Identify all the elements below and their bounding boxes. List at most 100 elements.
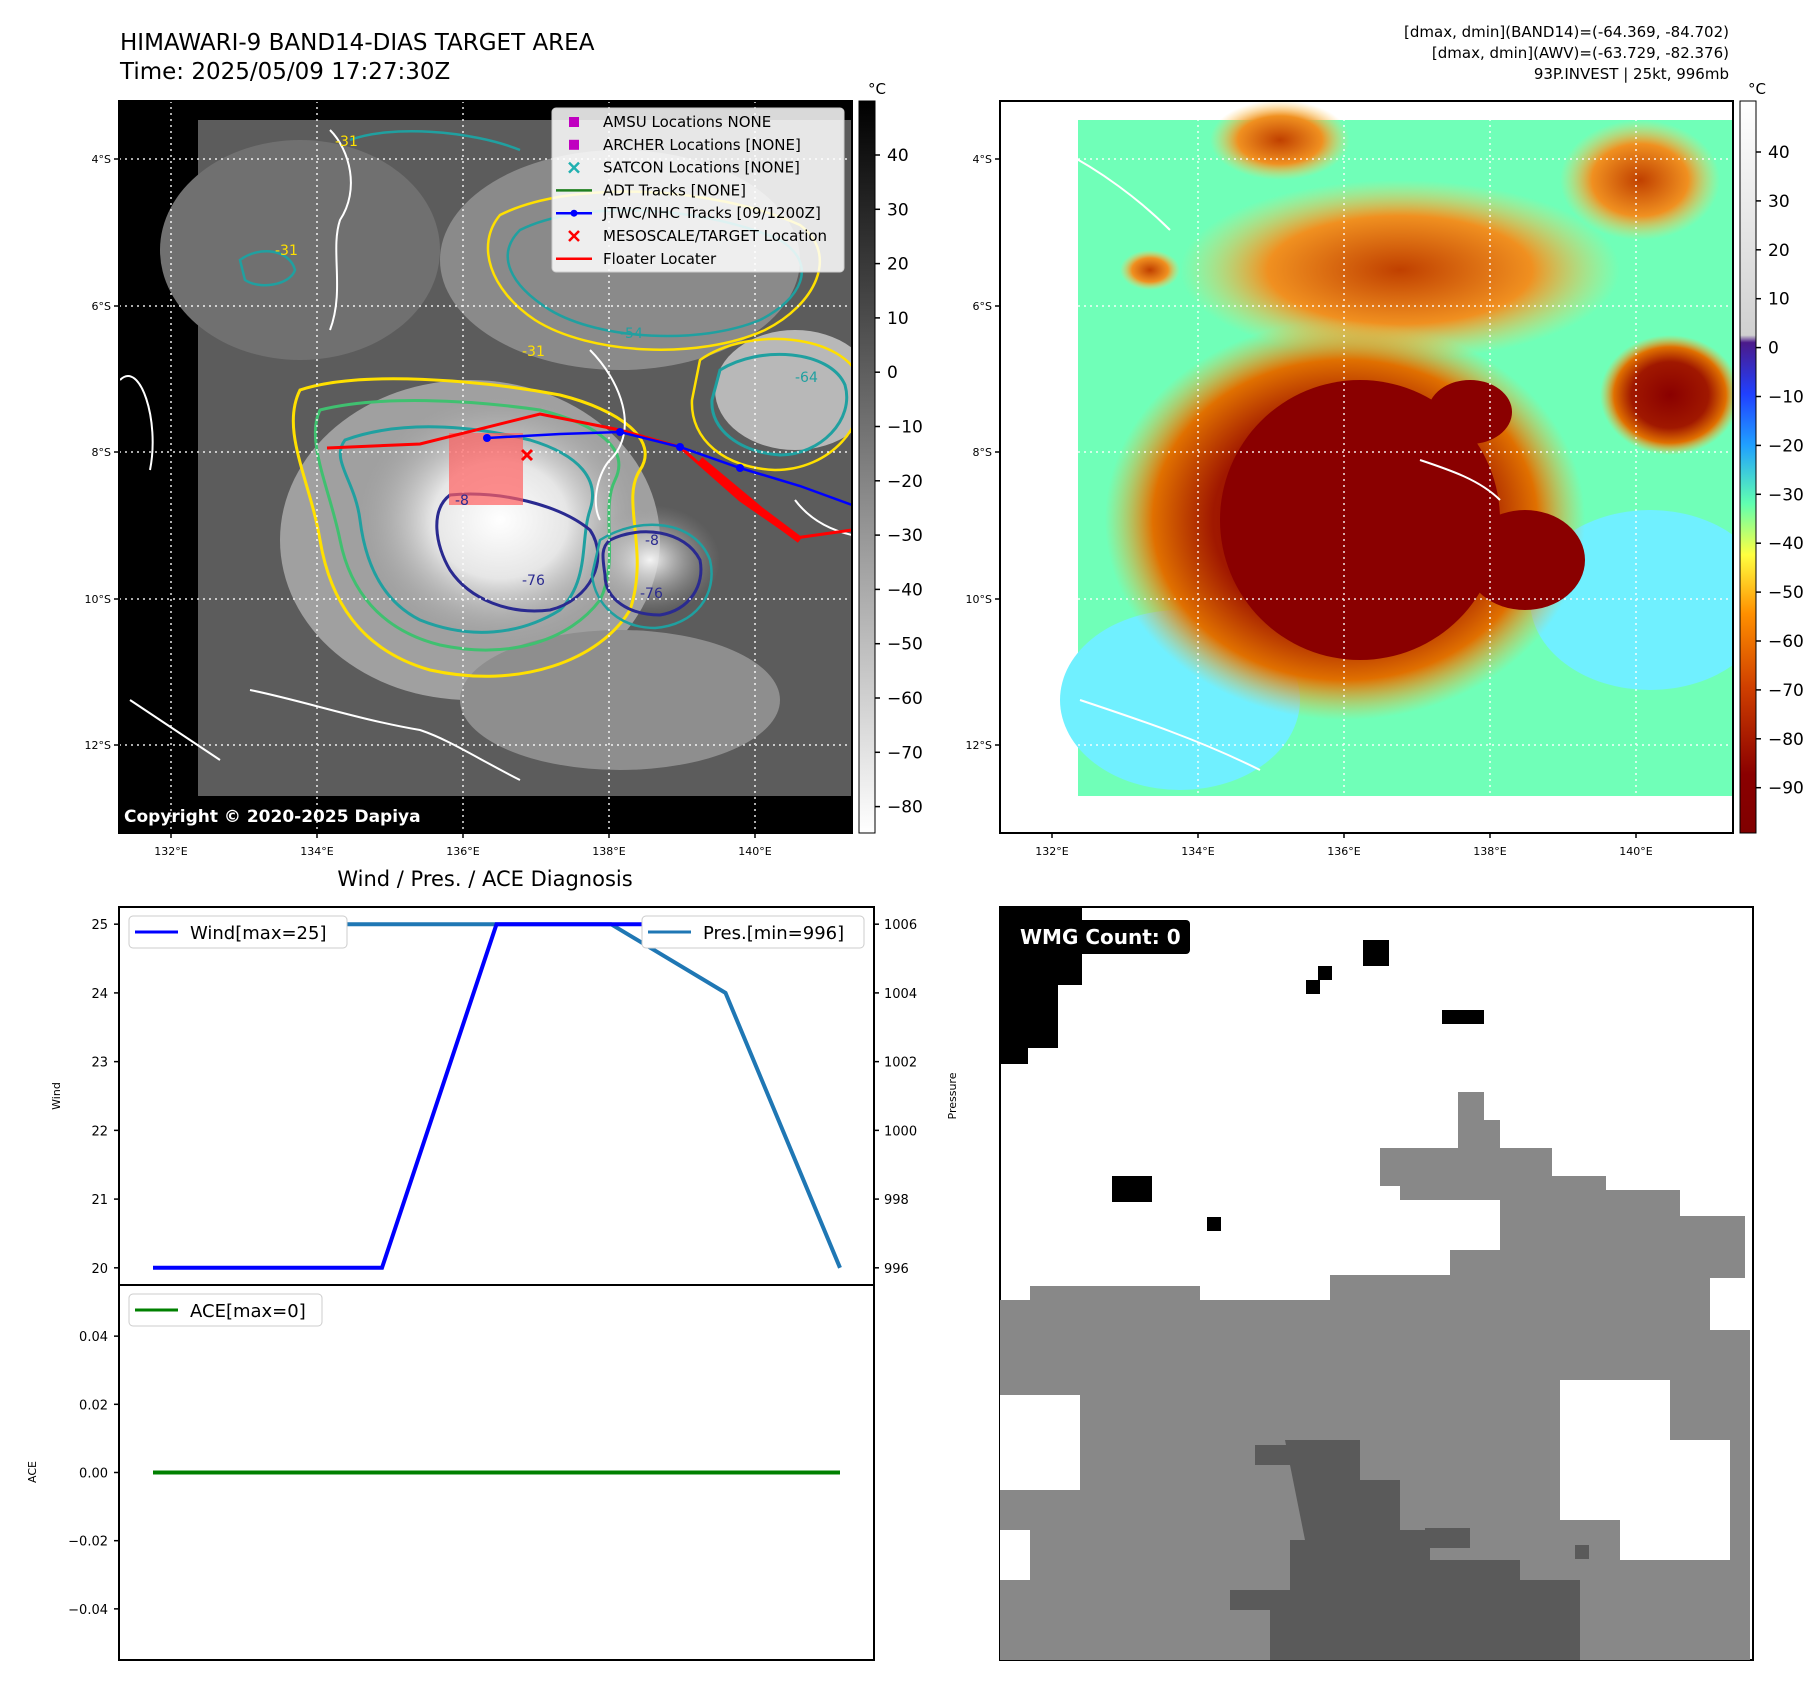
colorbar-tick-label: −40 bbox=[887, 580, 923, 600]
awv-lat-ticks: 4°S 6°S 8°S 10°S 12°S bbox=[966, 153, 1000, 752]
ace-y-ticks: 0.04 0.02 0.00 −0.02 −0.04 bbox=[68, 1330, 119, 1618]
wmg-count-label: WMG Count: 0 bbox=[1020, 925, 1181, 949]
colorbar-tick-label: −20 bbox=[1768, 436, 1804, 456]
lon-tick-label: 134°E bbox=[300, 845, 333, 858]
wind-legend-label: Wind[max=25] bbox=[190, 923, 327, 944]
colorbar-tick-label: −50 bbox=[887, 635, 923, 655]
contour-label: -64 bbox=[795, 370, 818, 386]
lon-tick-label: 132°E bbox=[1035, 845, 1068, 858]
pressure-tick-label: 996 bbox=[884, 1262, 909, 1277]
lon-tick-label: 138°E bbox=[1473, 845, 1506, 858]
legend-label: MESOSCALE/TARGET Location bbox=[603, 227, 827, 245]
colorbar-tick-label: 30 bbox=[1768, 192, 1790, 212]
wind-tick-label: 24 bbox=[91, 987, 108, 1002]
lon-tick-label: 140°E bbox=[738, 845, 771, 858]
awv-panel: [dmax, dmin](BAND14)=(-64.369, -84.702) … bbox=[966, 23, 1804, 858]
pressure-axis-label: Pressure bbox=[946, 1072, 959, 1119]
pressure-legend-label: Pres.[min=996] bbox=[703, 923, 844, 944]
lat-tick-label: 12°S bbox=[85, 739, 111, 752]
lat-tick-label: 10°S bbox=[85, 593, 111, 606]
lon-tick-label: 140°E bbox=[1619, 845, 1652, 858]
wind-tick-label: 25 bbox=[91, 918, 108, 933]
wind-tick-label: 21 bbox=[91, 1193, 108, 1208]
awv-colorbar bbox=[1739, 100, 1757, 834]
ace-legend-label: ACE[max=0] bbox=[190, 1301, 306, 1322]
contour-label: -31 bbox=[275, 243, 298, 259]
contour-label: -31 bbox=[522, 344, 545, 360]
awv-info-line2: [dmax, dmin](AWV)=(-63.729, -82.376) bbox=[1432, 44, 1729, 62]
colorbar-tick-label: 0 bbox=[887, 363, 898, 383]
ir-contour-labels: -31 -31 -31 -54 -64 -8 -76 -76 -8 bbox=[275, 134, 818, 602]
colorbar-tick-label: 10 bbox=[887, 309, 909, 329]
target-location-marker bbox=[520, 448, 534, 462]
ir-colorbar bbox=[858, 100, 876, 834]
wind-tick-label: 20 bbox=[91, 1262, 108, 1277]
colorbar-tick-label: −60 bbox=[1768, 632, 1804, 652]
colorbar-tick-label: 30 bbox=[887, 200, 909, 220]
wind-axis-label: Wind bbox=[50, 1082, 63, 1110]
wmg-count-box bbox=[1010, 920, 1190, 954]
contour-label: -8 bbox=[455, 493, 469, 509]
ir-title-line1: HIMAWARI-9 BAND14-DIAS TARGET AREA bbox=[120, 30, 595, 56]
pressure-tick-label: 998 bbox=[884, 1193, 909, 1208]
lat-tick-label: 6°S bbox=[973, 300, 992, 313]
wind-pres-axes bbox=[118, 906, 875, 1286]
lat-tick-label: 6°S bbox=[92, 300, 111, 313]
wind-tick-label: 23 bbox=[91, 1056, 108, 1071]
ace-tick-label: 0.04 bbox=[79, 1330, 108, 1345]
colorbar-tick-label: −50 bbox=[1768, 583, 1804, 603]
awv-info-line3: 93P.INVEST | 25kt, 996mb bbox=[1534, 65, 1729, 83]
colorbar-tick-label: −10 bbox=[1768, 388, 1804, 408]
legend-label: JTWC/NHC Tracks [09/1200Z] bbox=[602, 204, 821, 222]
legend-label: AMSU Locations NONE bbox=[603, 113, 771, 131]
lat-tick-label: 4°S bbox=[92, 153, 111, 166]
lat-tick-label: 12°S bbox=[966, 739, 992, 752]
ir-colorbar-ticks: 40 30 20 10 0 −10 −20 −30 −40 −50 −60 −70 −80 bbox=[875, 146, 923, 818]
ace-tick-label: 0.00 bbox=[79, 1467, 108, 1482]
lon-tick-label: 136°E bbox=[1327, 845, 1360, 858]
pressure-legend: Pres.[min=996] bbox=[641, 915, 865, 949]
colorbar-tick-label: −80 bbox=[1768, 730, 1804, 750]
ace-axis-label: ACE bbox=[26, 1461, 39, 1483]
colorbar-tick-label: −70 bbox=[1768, 681, 1804, 701]
awv-image bbox=[1000, 101, 1733, 833]
wind-tick-label: 22 bbox=[91, 1124, 108, 1139]
lon-tick-label: 134°E bbox=[1181, 845, 1214, 858]
ir-legend: AMSU Locations NONE ARCHER Locations [NON… bbox=[551, 107, 845, 273]
lat-tick-label: 4°S bbox=[973, 153, 992, 166]
colorbar-tick-label: −30 bbox=[1768, 485, 1804, 505]
ace-tick-label: −0.02 bbox=[68, 1535, 108, 1550]
colorbar-tick-label: 40 bbox=[1768, 143, 1790, 163]
awv-info-line1: [dmax, dmin](BAND14)=(-64.369, -84.702) bbox=[1404, 23, 1729, 41]
wind-legend: Wind[max=25] bbox=[128, 915, 348, 949]
lat-tick-label: 8°S bbox=[973, 446, 992, 459]
ir-lat-ticks: 4°S 6°S 8°S 10°S 12°S bbox=[85, 153, 119, 752]
copyright-label: Copyright © 2020-2025 Dapiya bbox=[124, 807, 421, 827]
awv-colorbar-ticks: 40 30 20 10 0 −10 −20 −30 −40 −50 −60 −70 −80 −90 bbox=[1756, 143, 1804, 799]
legend-label: SATCON Locations [NONE] bbox=[603, 159, 800, 177]
colorbar-tick-label: 40 bbox=[887, 146, 909, 166]
contour-label: -54 bbox=[620, 326, 643, 342]
colorbar-tick-label: −60 bbox=[887, 689, 923, 709]
legend-label: Floater Locater bbox=[603, 250, 717, 268]
contour-label: -76 bbox=[640, 586, 663, 602]
colorbar-tick-label: 10 bbox=[1768, 290, 1790, 310]
lon-tick-label: 138°E bbox=[592, 845, 625, 858]
legend-label: ARCHER Locations [NONE] bbox=[603, 136, 801, 154]
ir-title-line2: Time: 2025/05/09 17:27:30Z bbox=[119, 59, 450, 85]
diagnosis-chart: Wind / Pres. / ACE Diagnosis Wind Pressu… bbox=[26, 867, 959, 1661]
lat-tick-label: 8°S bbox=[92, 446, 111, 459]
ace-tick-label: −0.04 bbox=[68, 1603, 108, 1618]
colorbar-tick-label: −80 bbox=[887, 798, 923, 818]
diagnosis-title: Wind / Pres. / ACE Diagnosis bbox=[337, 867, 632, 891]
colorbar-tick-label: −20 bbox=[887, 472, 923, 492]
legend-dot-marker bbox=[570, 209, 578, 217]
colorbar-tick-label: −40 bbox=[1768, 534, 1804, 554]
pressure-y-ticks: 996 998 1000 1002 1004 1006 bbox=[874, 918, 917, 1277]
pressure-tick-label: 1006 bbox=[884, 918, 917, 933]
colorbar-tick-label: −30 bbox=[887, 526, 923, 546]
contour-label: -76 bbox=[522, 573, 545, 589]
awv-lon-ticks: 132°E 134°E 136°E 138°E 140°E bbox=[1035, 833, 1653, 858]
ace-tick-label: 0.02 bbox=[79, 1398, 108, 1413]
contour-label: -31 bbox=[335, 134, 358, 150]
